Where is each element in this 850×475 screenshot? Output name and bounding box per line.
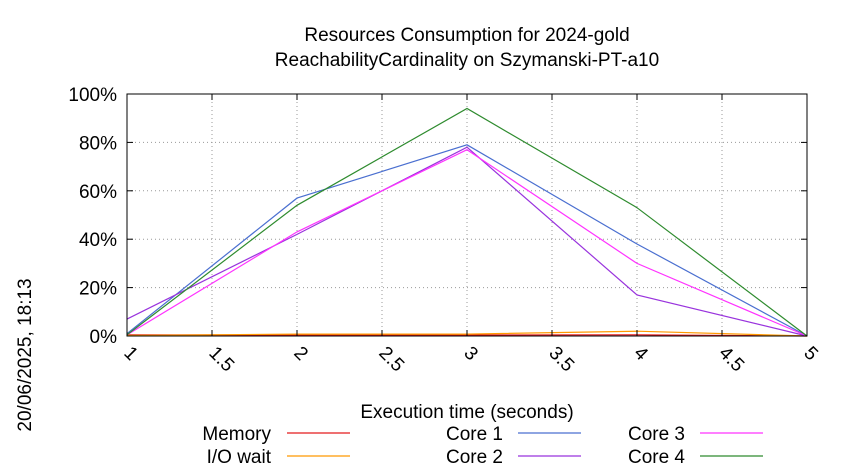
grid-lines [127, 94, 807, 336]
x-tick-label: 1 [119, 343, 141, 365]
chart-title-line1: Resources Consumption for 2024-gold [304, 25, 629, 46]
legend-label-core-4: Core 4 [628, 447, 685, 468]
chart-title-line2: ReachabilityCardinality on Szymanski-PT-… [275, 50, 659, 71]
x-axis-label: Execution time (seconds) [360, 402, 573, 423]
y-tick-label: 20% [79, 279, 117, 300]
legend-label-core-2: Core 2 [446, 447, 503, 468]
timestamp-label: 20/06/2025, 18:13 [15, 278, 36, 431]
x-tick-label: 3 [459, 343, 481, 365]
series-line-core-3 [126, 149, 808, 337]
x-tick-label: 2 [289, 343, 311, 365]
y-tick-label: 0% [90, 327, 118, 348]
x-tick-label: 4 [629, 343, 652, 366]
series-line-core-2 [126, 146, 808, 337]
legend-label-memory: Memory [202, 424, 271, 445]
y-tick-label: 80% [79, 133, 117, 154]
legend-label-core-1: Core 1 [446, 424, 503, 445]
series-line-core-4 [126, 107, 808, 337]
x-tick-label: 2.5 [374, 343, 408, 377]
y-axis-ticks: 0% 20% 40% 60% 80% 100% [68, 85, 807, 348]
x-tick-label: 1.5 [204, 343, 238, 377]
series-line-core-1 [126, 144, 808, 337]
y-tick-label: 100% [68, 85, 117, 106]
legend-label-i-o-wait: I/O wait [207, 447, 272, 468]
x-tick-label: 4.5 [714, 343, 748, 377]
y-tick-label: 40% [79, 230, 117, 251]
x-tick-label: 3.5 [544, 343, 578, 377]
y-tick-label: 60% [79, 182, 117, 203]
x-tick-label: 5 [799, 343, 821, 365]
legend-label-core-3: Core 3 [628, 424, 685, 445]
